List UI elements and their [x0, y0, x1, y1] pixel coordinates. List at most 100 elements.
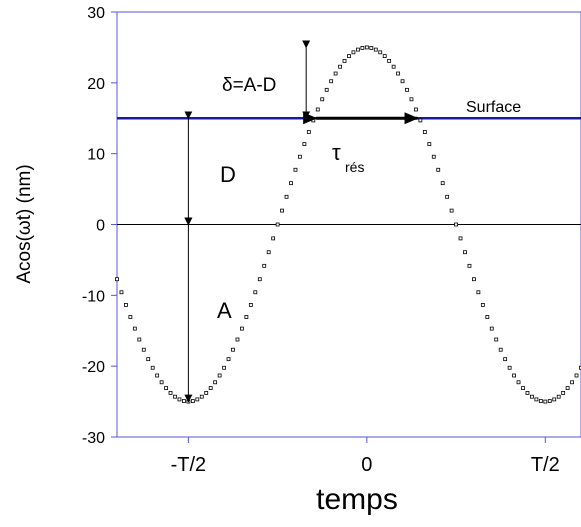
data-point: [422, 130, 427, 134]
data-point: [262, 263, 267, 268]
data-point: [119, 290, 124, 295]
x-tick-label: 0: [361, 454, 372, 476]
data-point: [342, 58, 347, 63]
data-point: [547, 399, 552, 403]
surface-label: Surface: [466, 99, 521, 116]
data-point: [561, 391, 566, 395]
data-point: [512, 373, 516, 378]
data-point: [333, 71, 338, 76]
data-point: [516, 380, 521, 385]
data-point: [400, 79, 405, 84]
data-point: [132, 326, 137, 331]
data-point: [208, 386, 213, 391]
data-point: [275, 222, 280, 227]
data-point: [387, 58, 392, 63]
data-point: [128, 315, 133, 319]
data-point: [507, 365, 512, 370]
data-point: [168, 391, 173, 395]
y-tick-label: 20: [87, 76, 105, 93]
data-point: [190, 399, 195, 403]
data-point: [440, 181, 445, 186]
data-point: [445, 194, 450, 199]
data-point: [164, 386, 168, 391]
data-point: [124, 302, 128, 307]
data-point: [427, 142, 432, 147]
y-tick-label: 30: [87, 5, 105, 22]
data-point: [231, 347, 235, 352]
tau-label: τ: [332, 140, 341, 165]
data-point: [146, 357, 151, 362]
data-point: [293, 167, 298, 172]
data-point: [240, 326, 244, 331]
x-tick-label: T/2: [531, 454, 560, 476]
data-point: [226, 357, 231, 362]
data-point: [454, 222, 458, 227]
data-point: [494, 337, 499, 342]
data-point: [431, 154, 436, 159]
y-tick-label: -30: [82, 430, 105, 447]
data-point: [159, 380, 164, 385]
data-point: [556, 394, 561, 399]
data-point: [150, 365, 155, 370]
data-point: [306, 130, 311, 134]
d-label: D: [220, 162, 236, 187]
data-point: [338, 64, 342, 69]
data-point: [449, 208, 454, 213]
data-point: [289, 181, 293, 186]
data-point: [364, 45, 369, 50]
data-point: [472, 277, 476, 282]
data-point: [235, 337, 240, 342]
annotations: [184, 40, 419, 403]
data-point: [213, 380, 218, 385]
data-point: [347, 54, 351, 58]
x-tick-label: -T/2: [171, 454, 207, 476]
data-point: [530, 394, 534, 399]
data-point: [476, 290, 481, 295]
data-point: [195, 397, 200, 402]
data-point: [373, 47, 378, 52]
data-point: [115, 277, 119, 282]
data-point: [177, 397, 182, 402]
data-point: [271, 236, 276, 241]
data-point: [137, 337, 142, 342]
data-point: [222, 365, 226, 370]
data-point: [391, 64, 396, 69]
data-point: [155, 373, 160, 378]
data-point: [498, 347, 503, 352]
axis-ticks: 30 20 10 0 -10 -20 -30 -T/2 0 T/2: [82, 5, 560, 476]
data-point: [579, 365, 581, 370]
data-point: [360, 46, 365, 50]
data-point: [570, 380, 574, 385]
data-point: [244, 315, 249, 319]
data-point: [173, 394, 177, 399]
data-point: [552, 397, 557, 402]
data-point: [141, 347, 146, 352]
data-point: [248, 302, 253, 307]
data-point: [503, 357, 508, 362]
data-point: [409, 97, 414, 102]
data-point: [485, 315, 490, 319]
data-point: [320, 97, 325, 102]
data-point: [253, 290, 258, 295]
data-point: [458, 236, 463, 241]
y-tick-label: -20: [82, 359, 105, 376]
y-tick-label: -10: [82, 288, 105, 305]
delta-label: δ=A-D: [222, 75, 276, 96]
data-point: [356, 47, 360, 52]
data-point: [311, 118, 316, 123]
data-point: [298, 154, 302, 159]
data-point: [382, 54, 387, 58]
data-point: [534, 397, 539, 402]
data-point: [414, 107, 418, 112]
data-points: [115, 45, 581, 404]
data-point: [543, 399, 548, 404]
tau-subscript: rés: [345, 159, 364, 175]
x-axis-label: temps: [316, 483, 398, 516]
data-point: [257, 277, 262, 282]
data-point: [324, 87, 329, 92]
data-point: [525, 391, 530, 395]
data-point: [467, 263, 472, 268]
data-point: [480, 302, 485, 307]
data-point: [418, 118, 423, 123]
